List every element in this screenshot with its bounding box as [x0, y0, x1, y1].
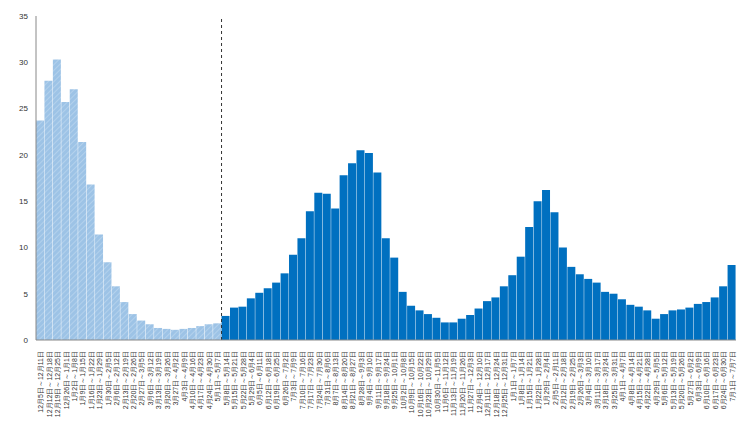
svg-text:2月13日～2月19日: 2月13日～2月19日 [122, 351, 129, 409]
svg-text:4月1日～4月7日: 4月1日～4月7日 [619, 351, 626, 402]
svg-text:9月11日～9月17日: 9月11日～9月17日 [375, 351, 382, 409]
svg-text:4月3日～4月9日: 4月3日～4月9日 [181, 351, 188, 402]
svg-text:20: 20 [19, 151, 28, 160]
svg-text:2月19日～2月25日: 2月19日～2月25日 [569, 351, 576, 409]
svg-text:2月26日～3月3日: 2月26日～3月3日 [577, 351, 584, 405]
svg-text:2月12日～2月18日: 2月12日～2月18日 [560, 351, 567, 409]
svg-text:5月1日～5月7日: 5月1日～5月7日 [214, 351, 221, 402]
svg-text:7月3日～7月9日: 7月3日～7月9日 [290, 351, 297, 402]
svg-text:7月24日～7月30日: 7月24日～7月30日 [316, 351, 323, 409]
svg-text:11月6日～11月12日: 11月6日～11月12日 [442, 351, 449, 412]
svg-text:9月25日～10月1日: 9月25日～10月1日 [391, 351, 398, 409]
svg-text:2月27日～3月5日: 2月27日～3月5日 [138, 351, 145, 405]
svg-text:7月31日～8月6日: 7月31日～8月6日 [324, 351, 331, 405]
svg-text:3月25日～3月31日: 3月25日～3月31日 [611, 351, 618, 409]
svg-text:30: 30 [19, 58, 28, 67]
svg-text:5月15日～5月21日: 5月15日～5月21日 [231, 351, 238, 409]
svg-text:4月15日～4月21日: 4月15日～4月21日 [636, 351, 643, 409]
svg-text:2月5日～2月11日: 2月5日～2月11日 [552, 351, 559, 405]
svg-text:12月26日～1月1日: 12月26日～1月1日 [63, 351, 70, 409]
svg-text:8月14日～8月20日: 8月14日～8月20日 [341, 351, 348, 409]
svg-text:6月10日～6月16日: 6月10日～6月16日 [703, 351, 710, 409]
svg-text:15: 15 [19, 197, 28, 206]
svg-text:1月29日～2月4日: 1月29日～2月4日 [543, 351, 550, 405]
svg-text:6月26日～7月2日: 6月26日～7月2日 [282, 351, 289, 405]
svg-text:4月17日～4月23日: 4月17日～4月23日 [197, 351, 204, 409]
svg-text:3月20日～3月26日: 3月20日～3月26日 [164, 351, 171, 409]
svg-text:5: 5 [24, 290, 29, 299]
svg-text:3月27日～4月2日: 3月27日～4月2日 [172, 351, 179, 405]
svg-text:0: 0 [24, 336, 29, 345]
svg-text:2月20日～2月26日: 2月20日～2月26日 [130, 351, 137, 409]
svg-text:5月29日～6月4日: 5月29日～6月4日 [248, 351, 255, 405]
svg-text:6月19日～6月25日: 6月19日～6月25日 [273, 351, 280, 409]
svg-text:1月2日～1月8日: 1月2日～1月8日 [71, 351, 78, 402]
svg-text:5月20日～5月26日: 5月20日～5月26日 [678, 351, 685, 409]
svg-text:12月18日～12月24日: 12月18日～12月24日 [493, 351, 500, 417]
svg-text:10月30日～11月5日: 10月30日～11月5日 [434, 351, 441, 413]
svg-text:8月28日～9月3日: 8月28日～9月3日 [358, 351, 365, 405]
svg-text:12月5日～12月11日: 12月5日～12月11日 [37, 351, 44, 413]
svg-text:3月18日～3月24日: 3月18日～3月24日 [602, 351, 609, 409]
svg-text:10月9日～10月15日: 10月9日～10月15日 [408, 351, 415, 413]
svg-text:2月6日～2月12日: 2月6日～2月12日 [113, 351, 120, 405]
svg-text:3月13日～3月19日: 3月13日～3月19日 [155, 351, 162, 409]
svg-text:5月13日～5月19日: 5月13日～5月19日 [670, 351, 677, 409]
svg-text:11月20日～11月26日: 11月20日～11月26日 [459, 351, 466, 416]
svg-text:3月6日～3月12日: 3月6日～3月12日 [147, 351, 154, 405]
svg-text:4月10日～4月16日: 4月10日～4月16日 [189, 351, 196, 409]
svg-text:3月4日～3月10日: 3月4日～3月10日 [585, 351, 592, 405]
svg-text:1月9日～1月15日: 1月9日～1月15日 [79, 351, 86, 405]
svg-text:1月16日～1月22日: 1月16日～1月22日 [88, 351, 95, 409]
svg-text:12月12日～12月18日: 12月12日～12月18日 [46, 351, 53, 417]
svg-text:5月22日～5月28日: 5月22日～5月28日 [240, 351, 247, 409]
svg-text:1月1日～1月7日: 1月1日～1月7日 [510, 351, 517, 402]
svg-text:7月1日～7月7日: 7月1日～7月7日 [729, 351, 736, 402]
svg-text:10: 10 [19, 243, 28, 252]
svg-text:1月30日～2月5日: 1月30日～2月5日 [105, 351, 112, 405]
svg-text:1月22日～1月28日: 1月22日～1月28日 [535, 351, 542, 409]
svg-text:1月8日～1月14日: 1月8日～1月14日 [518, 351, 525, 405]
svg-text:10月2日～10月8日: 10月2日～10月8日 [400, 351, 407, 409]
svg-text:12月11日～12月17日: 12月11日～12月17日 [484, 351, 491, 417]
svg-text:6月5日～6月11日: 6月5日～6月11日 [256, 351, 263, 405]
svg-text:25: 25 [19, 104, 28, 113]
svg-text:6月24日～6月30日: 6月24日～6月30日 [720, 351, 727, 409]
svg-text:8月21日～8月27日: 8月21日～8月27日 [349, 351, 356, 409]
svg-text:35: 35 [19, 12, 28, 21]
svg-text:12月25日～12月31日: 12月25日～12月31日 [501, 351, 508, 417]
svg-text:11月13日～11月19日: 11月13日～11月19日 [450, 351, 457, 416]
svg-text:6月3日～6月9日: 6月3日～6月9日 [695, 351, 702, 402]
svg-text:9月18日～9月24日: 9月18日～9月24日 [383, 351, 390, 409]
svg-text:3月11日～3月17日: 3月11日～3月17日 [594, 351, 601, 409]
svg-text:5月6日～5月12日: 5月6日～5月12日 [661, 351, 668, 405]
svg-text:11月27日～12月3日: 11月27日～12月3日 [467, 351, 474, 413]
svg-text:7月17日～7月23日: 7月17日～7月23日 [307, 351, 314, 409]
svg-text:1月15日～1月21日: 1月15日～1月21日 [526, 351, 533, 409]
svg-text:4月24日～4月30日: 4月24日～4月30日 [206, 351, 213, 409]
svg-text:4月29日～5月5日: 4月29日～5月5日 [653, 351, 660, 405]
svg-text:4月22日～4月28日: 4月22日～4月28日 [644, 351, 651, 409]
svg-text:9月4日～9月10日: 9月4日～9月10日 [366, 351, 373, 405]
svg-text:5月8日～5月14日: 5月8日～5月14日 [223, 351, 230, 405]
svg-text:5月27日～6月2日: 5月27日～6月2日 [687, 351, 694, 405]
svg-text:10月16日～10月22日: 10月16日～10月22日 [417, 351, 424, 417]
svg-text:12月4日～12月10日: 12月4日～12月10日 [476, 351, 483, 413]
svg-text:1月23日～1月29日: 1月23日～1月29日 [96, 351, 103, 409]
svg-text:12月19日～12月25日: 12月19日～12月25日 [54, 351, 61, 417]
svg-text:4月8日～4月14日: 4月8日～4月14日 [628, 351, 635, 405]
svg-text:10月23日～10月29日: 10月23日～10月29日 [425, 351, 432, 417]
svg-text:6月17日～6月23日: 6月17日～6月23日 [712, 351, 719, 409]
svg-text:8月7日～8月13日: 8月7日～8月13日 [332, 351, 339, 405]
svg-text:6月12日～6月18日: 6月12日～6月18日 [265, 351, 272, 409]
svg-text:7月10日～7月16日: 7月10日～7月16日 [299, 351, 306, 409]
